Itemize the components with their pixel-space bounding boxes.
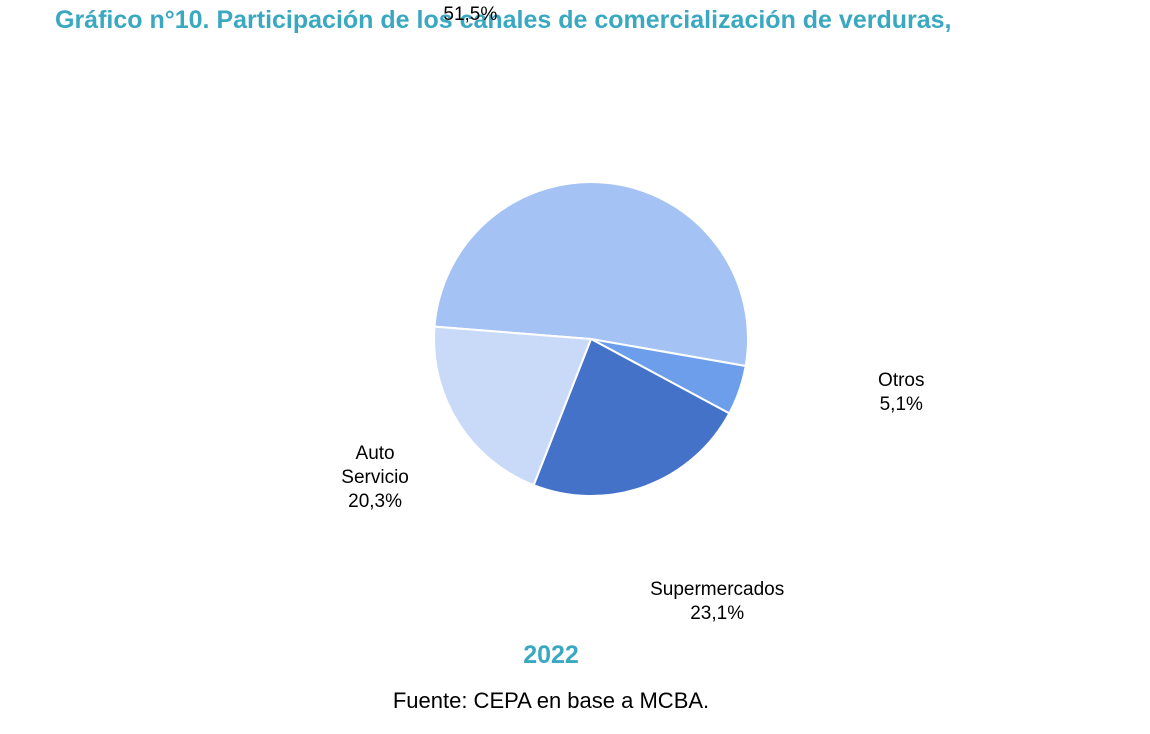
chart-source: Fuente: CEPA en base a MCBA. (392, 688, 710, 713)
pie-slice-supermercados (532, 338, 731, 497)
slice-value-label: 5,1% (879, 393, 923, 415)
slice-label-otros: Otros 5,1% (878, 369, 924, 417)
slice-name-line: Servicio (341, 466, 409, 488)
slice-name-line: Otros (878, 369, 925, 391)
slice-label-supermercados: Supermercados 23,1% (650, 578, 784, 626)
slice-value-label: 51,5% (443, 3, 498, 25)
slice-name-line: Auto (355, 442, 395, 464)
pie-slice-auto-servicio (433, 325, 592, 487)
slice-value-label: 23,1% (690, 602, 745, 624)
chart-subtitle: 2022 (523, 641, 579, 669)
slice-label-auto-servicio: Auto Servicio 20,3% (341, 442, 409, 514)
chart-title: Gráfico n°10. Participación de los canal… (55, 6, 952, 34)
slice-value-label: 20,3% (348, 490, 403, 512)
slice-name-line: Verdulerías (422, 0, 518, 3)
slice-label-verdulerias: Verdulerías51,5% (422, 0, 518, 27)
pie-slice-verdulerias (433, 181, 749, 367)
slice-name-line: Supermercados (650, 578, 785, 600)
pie-slices (433, 181, 749, 497)
